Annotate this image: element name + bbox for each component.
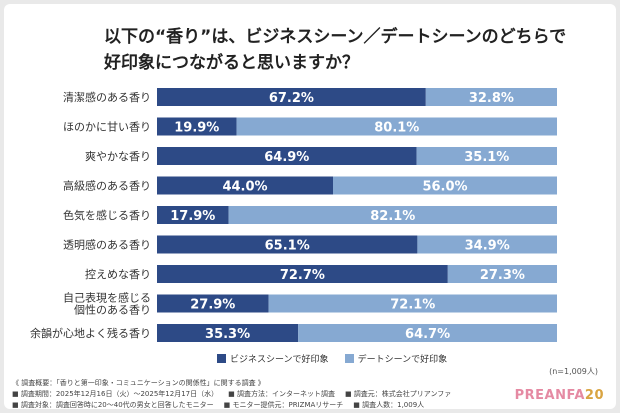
bar-date: [298, 324, 557, 342]
value-label-date: 35.1%: [464, 150, 509, 165]
sample-size-note: (n=1,009人): [549, 367, 598, 376]
bar-date: [417, 235, 557, 254]
category-label: 色気を感じる香り: [63, 208, 151, 222]
stacked-bar-chart: 清潔感のある香り 67.2% 32.8% ほのかに甘い香り 19.9% 80.1% 爽やかな…: [30, 88, 557, 342]
footer-heading: 《 調査概要：「香りと第一印象・コミュニケーションの関係性」に関する調査 》: [12, 379, 265, 387]
value-label-business: 19.9%: [174, 121, 219, 136]
category-label: 透明感のある香り: [63, 239, 151, 252]
brand-logo: PREANFA20: [515, 388, 604, 403]
footer-row-2: ■ 調査対象：調査回答時に20〜40代の男女と回答したモニター ■ モニター提供…: [12, 400, 492, 411]
legend-label-date: デートシーンで好印象: [357, 355, 448, 365]
value-label-business: 17.9%: [170, 209, 215, 224]
value-label-date: 64.7%: [405, 327, 450, 342]
bar-business: [157, 147, 417, 165]
category-label: ほのかに甘い香り: [63, 121, 151, 134]
footer-source: ■ 調査元：株式会社プリアンファ: [344, 390, 452, 398]
legend-item-date: デートシーンで好印象: [344, 352, 448, 365]
bar-business: [157, 294, 269, 313]
bar-business: [157, 117, 237, 136]
bar-business: [157, 176, 333, 195]
bar-business: [157, 265, 448, 283]
footer-target: ■ 調査対象：調査回答時に20〜40代の男女と回答したモニター: [12, 401, 214, 409]
value-label-business: 65.1%: [265, 239, 310, 254]
footer-period: ■ 調査期間：2025年12月16日（火）〜2025年12月17日（水）: [12, 390, 219, 398]
category-label-line: 個性のある香り: [74, 303, 151, 317]
bar-date: [416, 147, 557, 165]
title-line-1: 以下の“香り”は、ビジネスシーン／デートシーンのどちらで: [104, 27, 567, 47]
category-label: 控えめな香り: [85, 267, 151, 281]
bar-date: [228, 206, 557, 224]
value-label-business: 67.2%: [269, 91, 314, 106]
value-label-business: 64.9%: [264, 150, 309, 165]
bar-date: [425, 88, 557, 106]
value-label-date: 56.0%: [422, 180, 467, 195]
value-label-business: 27.9%: [190, 298, 235, 313]
category-label: 自己表現を感じる個性のある香り: [63, 291, 151, 317]
category-label: 高級感のある香り: [63, 179, 151, 193]
legend-swatch-date: [344, 354, 354, 363]
legend-label-business: ビジネスシーンで好印象: [230, 355, 329, 365]
footer-count: ■ 調査人数：1,009人: [353, 401, 425, 409]
survey-footer: 《 調査概要：「香りと第一印象・コミュニケーションの関係性」に関する調査 》 ■…: [12, 378, 492, 411]
legend-swatch-business: [217, 354, 226, 363]
bar-business: [157, 235, 418, 254]
bar-business: [157, 206, 229, 224]
value-label-business: 44.0%: [222, 180, 267, 195]
bar-date: [447, 265, 557, 283]
footer-row-1: ■ 調査期間：2025年12月16日（火）〜2025年12月17日（水） ■ 調…: [12, 389, 492, 400]
footer-method: ■ 調査方法：インターネット調査: [228, 390, 335, 398]
legend-item-business: ビジネスシーンで好印象: [217, 352, 329, 365]
value-label-date: 82.1%: [370, 209, 415, 224]
category-label: 爽やかな香り: [85, 150, 151, 163]
category-label: 清潔感のある香り: [63, 90, 151, 104]
value-label-date: 34.9%: [465, 239, 510, 254]
value-label-date: 27.3%: [480, 268, 525, 283]
category-label: 余韻が心地よく残る香り: [30, 326, 151, 340]
chart-title: 以下の“香り”は、ビジネスシーン／デートシーンのどちらで 好印象につながると思い…: [104, 24, 584, 76]
brand-logo-number: 20: [584, 388, 604, 403]
category-label-line: 自己表現を感じる: [63, 291, 151, 305]
value-label-date: 80.1%: [374, 121, 419, 136]
value-label-business: 72.7%: [280, 268, 325, 283]
bar-business: [157, 88, 426, 106]
title-line-2: 好印象につながると思いますか？: [104, 53, 359, 73]
bar-business: [157, 324, 299, 342]
brand-logo-text: PREANFA: [514, 388, 585, 403]
bar-date: [236, 117, 557, 136]
value-label-date: 72.1%: [390, 298, 435, 313]
value-label-business: 35.3%: [205, 327, 250, 342]
bar-date: [333, 176, 557, 195]
value-label-date: 32.8%: [469, 91, 514, 106]
bar-date: [268, 294, 557, 313]
chart-card: 以下の“香り”は、ビジネスシーン／デートシーンのどちらで 好印象につながると思い…: [4, 4, 616, 409]
footer-provider: ■ モニター提供元：PRIZMAリサーチ: [223, 401, 344, 409]
legend: ビジネスシーンで好印象 デートシーンで好印象: [217, 352, 447, 365]
